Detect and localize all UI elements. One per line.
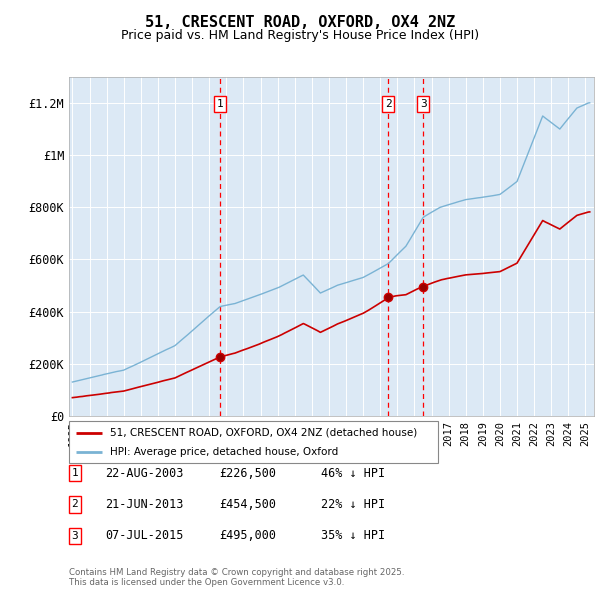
Text: 3: 3 <box>420 99 427 109</box>
Text: £495,000: £495,000 <box>219 529 276 542</box>
Text: 3: 3 <box>71 531 79 540</box>
Text: 1: 1 <box>217 99 224 109</box>
Text: 1: 1 <box>71 468 79 478</box>
Text: 35% ↓ HPI: 35% ↓ HPI <box>321 529 385 542</box>
Text: 2: 2 <box>385 99 392 109</box>
Text: 07-JUL-2015: 07-JUL-2015 <box>105 529 184 542</box>
Text: Price paid vs. HM Land Registry's House Price Index (HPI): Price paid vs. HM Land Registry's House … <box>121 29 479 42</box>
Text: 21-JUN-2013: 21-JUN-2013 <box>105 498 184 511</box>
Text: 22% ↓ HPI: 22% ↓ HPI <box>321 498 385 511</box>
Text: 2: 2 <box>71 500 79 509</box>
Text: HPI: Average price, detached house, Oxford: HPI: Average price, detached house, Oxfo… <box>110 447 338 457</box>
Text: 51, CRESCENT ROAD, OXFORD, OX4 2NZ (detached house): 51, CRESCENT ROAD, OXFORD, OX4 2NZ (deta… <box>110 428 417 438</box>
Text: Contains HM Land Registry data © Crown copyright and database right 2025.
This d: Contains HM Land Registry data © Crown c… <box>69 568 404 587</box>
Text: 46% ↓ HPI: 46% ↓ HPI <box>321 467 385 480</box>
Text: 51, CRESCENT ROAD, OXFORD, OX4 2NZ: 51, CRESCENT ROAD, OXFORD, OX4 2NZ <box>145 15 455 30</box>
Text: 22-AUG-2003: 22-AUG-2003 <box>105 467 184 480</box>
Text: £454,500: £454,500 <box>219 498 276 511</box>
Text: £226,500: £226,500 <box>219 467 276 480</box>
